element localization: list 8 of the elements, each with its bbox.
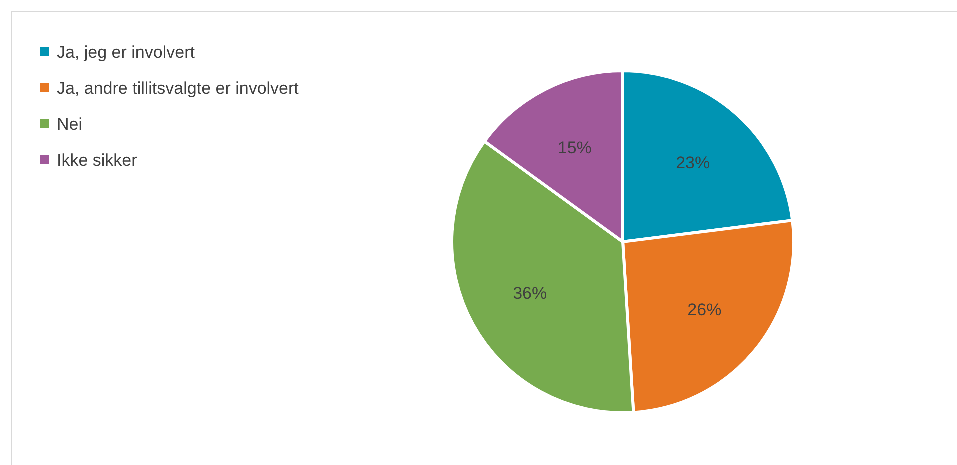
legend-label: Nei — [57, 114, 83, 134]
data-label: 15% — [558, 138, 592, 158]
legend-label: Ikke sikker — [57, 150, 138, 170]
data-label: 23% — [676, 153, 710, 172]
data-label: 36% — [513, 284, 548, 304]
legend-label: Ja, jeg er involvert — [57, 42, 196, 62]
data-label: 26% — [688, 300, 722, 320]
legend-label: Ja, andre tillitsvalgte er involvert — [57, 78, 300, 98]
